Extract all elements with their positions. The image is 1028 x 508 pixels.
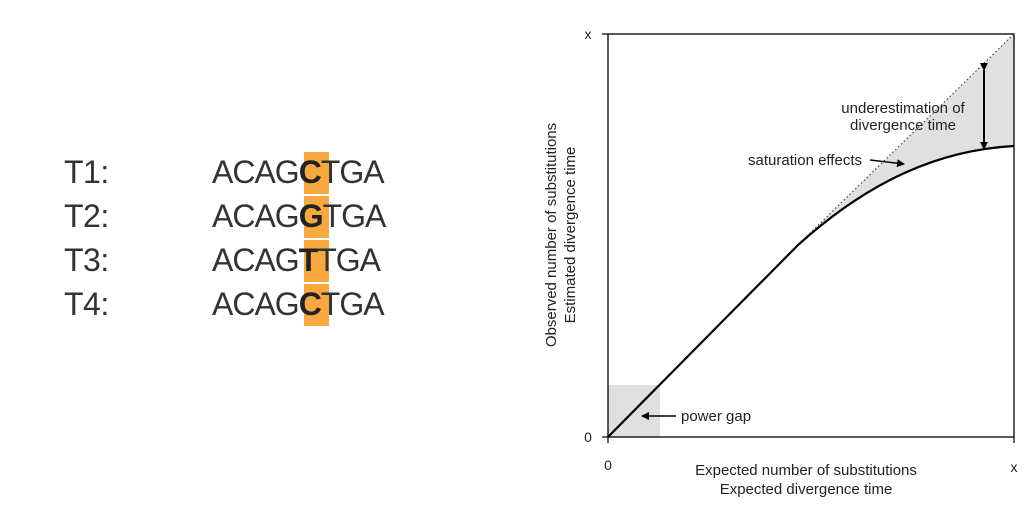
- sequence: ACAGTTGA: [212, 240, 381, 280]
- sequence-suffix: TGA: [322, 198, 387, 234]
- saturation-arrow: [869, 159, 905, 168]
- variable-site-highlight: [304, 152, 329, 326]
- underestimation-label-line1: underestimation of: [841, 100, 965, 117]
- taxon-label: T1:: [64, 154, 109, 190]
- highlight-cell-t1: [304, 152, 329, 194]
- sequence: ACAGCTGA: [212, 152, 385, 192]
- sequence-suffix: TGA: [317, 242, 381, 278]
- plot-frame: [607, 33, 1015, 438]
- observed-curve: [607, 144, 1015, 438]
- variable-site: C: [298, 154, 322, 190]
- y-max-label: x: [585, 26, 592, 42]
- sequence: ACAGGTGA: [212, 196, 387, 236]
- variable-site: C: [298, 286, 322, 322]
- variable-site: G: [298, 198, 324, 234]
- x-max-label: x: [1011, 459, 1018, 475]
- power-gap-label: power gap: [681, 408, 751, 425]
- y-origin-label: 0: [584, 429, 592, 445]
- sequence-suffix: TGA: [320, 286, 385, 322]
- highlight-cell-t3: [304, 240, 329, 282]
- sequence-prefix: ACAG: [212, 154, 300, 190]
- y-axis-title-line2: Estimated divergence time: [562, 147, 579, 324]
- alignment-row-t2: T2: ACAGGTGA: [64, 196, 484, 236]
- sequence-prefix: ACAG: [212, 198, 300, 234]
- sequence: ACAGCTGA: [212, 284, 385, 324]
- taxon-label: T3:: [64, 242, 109, 278]
- highlight-cell-t2: [304, 196, 329, 238]
- saturation-effects-label: saturation effects: [748, 152, 862, 169]
- variable-site: T: [298, 242, 319, 278]
- underestimation-label-line2: divergence time: [850, 117, 956, 134]
- sequence-prefix: ACAG: [212, 242, 300, 278]
- saturation-region: [798, 34, 1014, 245]
- highlight-cell-t4: [304, 284, 329, 326]
- sequence-suffix: TGA: [320, 154, 385, 190]
- x-axis-title-line1: Expected number of substitutions: [695, 462, 917, 479]
- sequence-prefix: ACAG: [212, 286, 300, 322]
- saturation-plot-svg: x 0 0 x Expected number of substitutions…: [543, 26, 1018, 498]
- saturation-plot: x 0 0 x Expected number of substitutions…: [540, 0, 1028, 508]
- y-axis-title-line1: Observed number of substitutions: [543, 123, 560, 347]
- x-axis-title-line2: Expected divergence time: [720, 481, 893, 498]
- x-origin-label: 0: [604, 457, 612, 473]
- alignment-row-t3: T3: ACAGTTGA: [64, 240, 484, 280]
- taxon-label: T2:: [64, 198, 109, 234]
- taxon-label: T4:: [64, 286, 109, 322]
- sequence-alignment: T1: ACAGCTGA T2: ACAGGTGA T3: ACAGTTGA T…: [64, 152, 484, 326]
- alignment-row-t1: T1: ACAGCTGA: [64, 152, 484, 192]
- alignment-row-t4: T4: ACAGCTGA: [64, 284, 484, 324]
